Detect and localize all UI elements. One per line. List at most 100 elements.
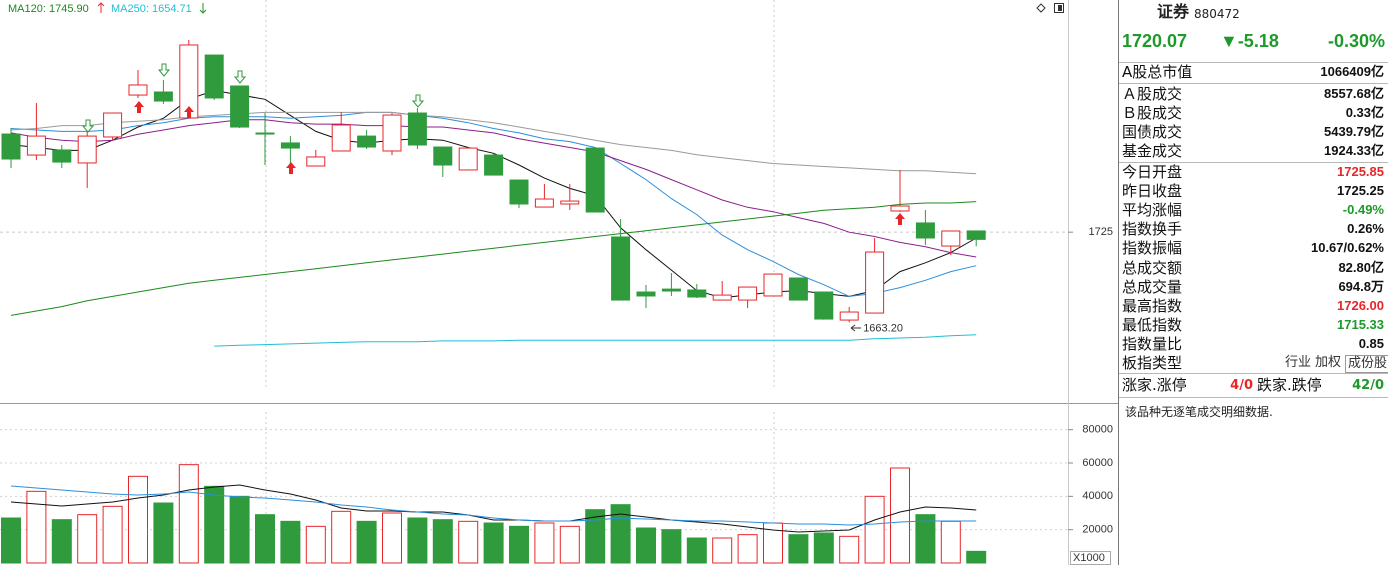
row-label: 指数换手: [1122, 220, 1183, 238]
separator: [1119, 83, 1388, 84]
volume-bar: [382, 512, 402, 564]
row-label: Ａ股成交: [1122, 85, 1183, 103]
candle-body: [636, 291, 656, 297]
volume-bar: [26, 490, 47, 564]
sell-arrow: [157, 63, 171, 77]
candle-body: [814, 291, 834, 320]
volume-bar: [610, 504, 631, 564]
row-value: 82.80亿: [1338, 260, 1384, 275]
plot: 1725 20000 40000 60000 80000 X1000 1663.20 MA12…: [0, 3, 1113, 565]
candle-body: [661, 288, 681, 292]
sell-signals: [81, 63, 425, 133]
y-tick-label: 20000: [1082, 524, 1113, 536]
candle-body: [280, 142, 300, 149]
row-label: 基金成交: [1122, 142, 1183, 160]
volume-bar: [1, 517, 21, 564]
ma-line: [10, 111, 977, 175]
board-type-option[interactable]: 加权: [1315, 355, 1342, 370]
volume-bar: [255, 514, 275, 564]
y-tick-label: 1725: [1089, 226, 1113, 238]
row-value: -0.49%: [1342, 202, 1384, 217]
price: 1720.07: [1122, 31, 1188, 51]
trend-up-icon: [97, 2, 105, 13]
volume-bar: [890, 467, 910, 564]
row-value: 5439.79亿: [1324, 124, 1384, 139]
volume-bar: [940, 520, 961, 564]
row-label: 总成交额: [1122, 259, 1183, 277]
low-label: 1663.20: [863, 322, 903, 334]
candle-body: [1, 133, 21, 160]
volume-bar: [356, 520, 377, 564]
y-tick-label: 80000: [1082, 424, 1113, 436]
candle-body: [407, 112, 427, 146]
row-label: 指数振幅: [1122, 239, 1183, 257]
row-value: 8557.68亿: [1324, 86, 1384, 101]
ma-line: [214, 334, 977, 347]
volume-bar: [483, 522, 504, 564]
change: ▼-5.18: [1220, 31, 1279, 51]
board-type-option[interactable]: 成份股: [1345, 355, 1388, 373]
chart-background: [0, 0, 1119, 565]
ma-line: [10, 111, 977, 297]
volume-bar: [636, 527, 656, 564]
volume-bar: [280, 520, 301, 564]
separator: [1119, 62, 1388, 63]
down-label: 跌家.跌停: [1257, 376, 1322, 394]
candle-body: [534, 198, 554, 208]
volume-bar: [534, 522, 555, 564]
candle-body: [560, 200, 580, 205]
security-name: 证券: [1157, 2, 1190, 21]
security-code: 880472: [1194, 7, 1240, 21]
buy-arrow: [184, 106, 194, 118]
legend-entry: MA120: 1745.90: [8, 3, 89, 15]
y-tick-label: 40000: [1082, 490, 1113, 502]
chart: 1725 20000 40000 60000 80000 X1000 1663.20 MA12…: [0, 0, 1119, 565]
volume-bar: [559, 525, 580, 564]
separator: [1119, 162, 1388, 163]
row-label: 昨日收盘: [1122, 182, 1183, 200]
buy-arrow: [286, 162, 296, 174]
sell-arrow: [233, 70, 247, 84]
row-value: 1924.33亿: [1324, 143, 1384, 158]
candle-body: [509, 179, 529, 205]
candle-body: [204, 54, 224, 99]
candle-body: [255, 132, 275, 135]
volume-unit-label: X1000: [1073, 552, 1105, 564]
volume-bar: [585, 509, 606, 564]
row-label: 国债成交: [1122, 123, 1183, 141]
volume-bar: [509, 525, 529, 564]
candle-body: [890, 205, 910, 212]
volume-bar: [686, 537, 707, 564]
down-value: 42/0: [1352, 378, 1384, 393]
separator: [1119, 397, 1388, 398]
candle-body: [839, 311, 859, 321]
volume-bar: [712, 537, 733, 564]
window-button[interactable]: [1054, 3, 1064, 13]
row-label: A股总市值: [1122, 63, 1193, 81]
volume-bar: [229, 495, 250, 564]
sell-arrow: [81, 119, 95, 133]
candle-body: [687, 289, 707, 298]
candle-body: [306, 156, 326, 167]
candle-body: [230, 85, 250, 128]
row-value: 0.26%: [1347, 221, 1384, 236]
candle-body: [357, 135, 377, 148]
candle-body: [77, 135, 97, 164]
candle-body: [966, 230, 986, 240]
candle-body: [915, 222, 935, 239]
volume-bar: [864, 495, 885, 564]
buy-arrow: [134, 101, 144, 113]
volume-bar: [331, 510, 352, 564]
volume-bar: [788, 534, 809, 564]
candle-body: [103, 112, 123, 138]
diamond-button[interactable]: [1036, 3, 1046, 13]
row-label: 指数量比: [1122, 335, 1183, 353]
volume-bar: [966, 550, 987, 564]
row-label: 平均涨幅: [1122, 201, 1183, 219]
row-value: 1725.85: [1337, 164, 1384, 179]
volume-bar: [839, 535, 860, 564]
volume-bar: [661, 529, 682, 564]
volume-bar: [102, 505, 123, 564]
candle-body: [484, 154, 504, 176]
board-type-option[interactable]: 行业: [1285, 355, 1312, 370]
